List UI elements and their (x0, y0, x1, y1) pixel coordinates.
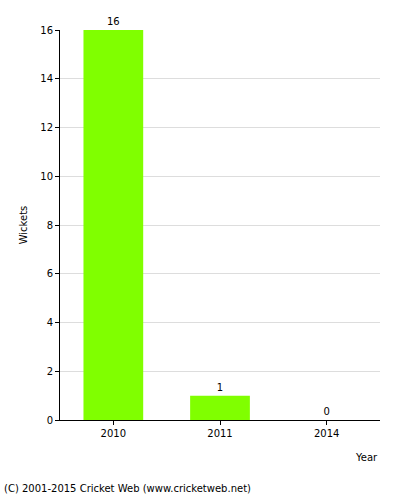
svg-text:2: 2 (47, 366, 53, 377)
svg-text:2014: 2014 (314, 428, 339, 439)
svg-text:16: 16 (40, 25, 53, 36)
svg-text:14: 14 (40, 73, 53, 84)
svg-text:Wickets: Wickets (18, 206, 29, 245)
svg-text:2010: 2010 (101, 428, 126, 439)
svg-text:0: 0 (323, 406, 329, 417)
svg-text:12: 12 (40, 122, 53, 133)
svg-text:0: 0 (47, 415, 53, 426)
svg-text:1: 1 (217, 382, 223, 393)
svg-text:Year: Year (355, 452, 378, 463)
svg-text:(C) 2001-2015 Cricket Web (www: (C) 2001-2015 Cricket Web (www.cricketwe… (4, 483, 251, 494)
svg-text:8: 8 (47, 220, 53, 231)
svg-text:10: 10 (40, 171, 53, 182)
svg-text:16: 16 (107, 16, 120, 27)
svg-text:4: 4 (47, 317, 53, 328)
svg-text:6: 6 (47, 268, 53, 279)
svg-text:2011: 2011 (207, 428, 232, 439)
